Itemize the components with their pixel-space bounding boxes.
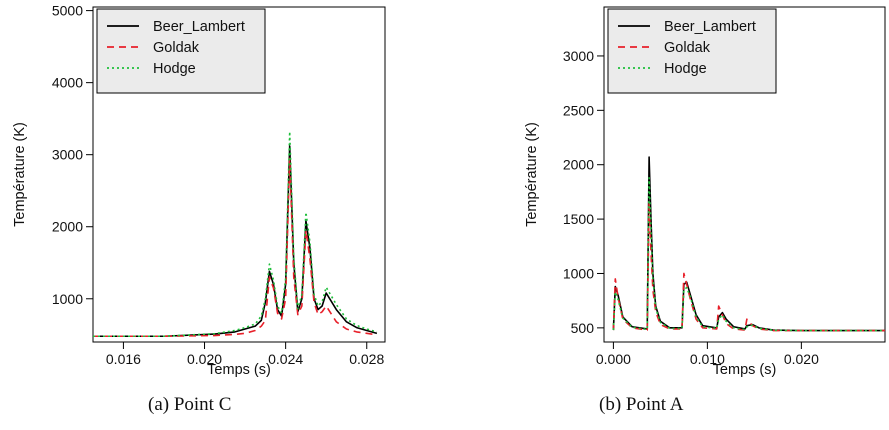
- series-line-c-goldak: [93, 157, 378, 338]
- series-line-c-hodge: [93, 130, 378, 338]
- y-tick-label-a-1: 1000: [563, 265, 594, 281]
- x-tick-label-c-3: 0.028: [349, 351, 384, 367]
- x-tick-label-a-2: 0.020: [784, 351, 819, 367]
- caption-point-c: (a) Point C: [148, 394, 232, 415]
- y-tick-label-a-3: 2000: [563, 157, 594, 173]
- legend-label-c-0: Beer_Lambert: [153, 19, 245, 35]
- x-tick-label-c-2: 0.024: [268, 351, 303, 367]
- plot-point-c: 0.016 0.020 0.024 0.028 1000 2000 3000 4000 5000…: [12, 3, 386, 378]
- legend-box-c: [96, 8, 266, 94]
- y-tick-label-a-5: 3000: [563, 48, 594, 64]
- caption-point-a: (b) Point A: [599, 394, 684, 415]
- series-group-a: [612, 156, 885, 332]
- y-axis-label-a: Température (K): [524, 122, 540, 227]
- legend-box-a: [607, 8, 777, 94]
- series-line-c-beer-lambert: [93, 145, 378, 338]
- x-tick-label-a-1: 0.010: [690, 351, 725, 367]
- x-axis-label-c: Temps (s): [207, 362, 271, 378]
- legend-label-a-2: Hodge: [664, 61, 707, 77]
- x-axis-label-a: Temps (s): [713, 362, 777, 378]
- y-tick-label-c-2: 3000: [52, 147, 83, 163]
- x-tick-label-a-0: 0.000: [596, 351, 631, 367]
- x-tick-label-c-0: 0.016: [106, 351, 141, 367]
- y-tick-label-c-0: 1000: [52, 291, 83, 307]
- y-tick-label-a-2: 1500: [563, 211, 594, 227]
- y-axis-label-c: Température (K): [12, 122, 28, 227]
- series-line-a-hodge: [612, 176, 885, 332]
- y-tick-label-a-4: 2500: [563, 102, 594, 118]
- legend-a: Beer_Lambert Goldak Hodge: [607, 8, 777, 94]
- y-tick-label-c-3: 4000: [52, 75, 83, 91]
- series-line-a-goldak: [612, 201, 885, 332]
- plot-frame-c: [92, 6, 386, 343]
- plot-frame-a: [603, 6, 886, 343]
- y-tick-label-c-4: 5000: [52, 3, 83, 19]
- legend-c: Beer_Lambert Goldak Hodge: [96, 8, 266, 94]
- legend-label-c-2: Hodge: [153, 61, 196, 77]
- y-tick-label-a-0: 500: [571, 320, 595, 336]
- series-group-c: [93, 130, 378, 338]
- legend-label-c-1: Goldak: [153, 40, 200, 56]
- plot-point-a: 0.000 0.010 0.020 500 1000 1500 2000 2500 3000 Te…: [524, 6, 886, 378]
- y-tick-label-c-1: 2000: [52, 219, 83, 235]
- x-tick-label-c-1: 0.020: [187, 351, 222, 367]
- legend-label-a-1: Goldak: [664, 40, 711, 56]
- legend-label-a-0: Beer_Lambert: [664, 19, 756, 35]
